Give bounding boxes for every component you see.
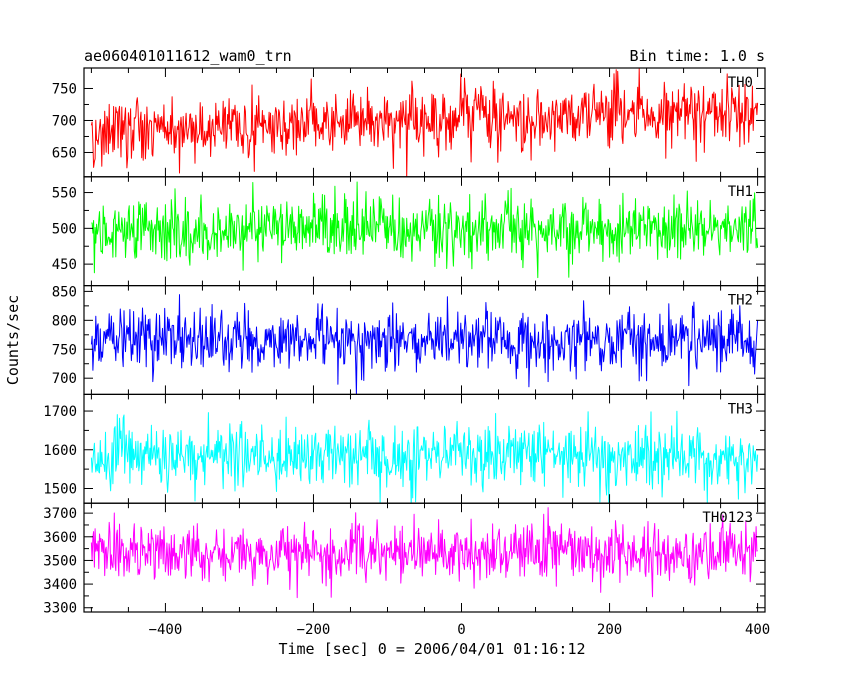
y-tick-label: 3700 [43,506,77,522]
y-tick-label: 650 [52,145,77,161]
series-line-th0 [90,68,759,177]
panel-th0: 650 700 750 TH0 [52,67,766,178]
y-tick-label: 3400 [43,577,77,593]
y-tick-label: 750 [52,81,77,97]
y-tick-label: 700 [52,371,77,387]
panel-th2: 700 750 800 850 TH2 [52,284,766,396]
panel-label-th2: TH2 [728,293,753,309]
y-tick-label: 750 [52,342,77,358]
x-tick-label: 400 [745,622,770,638]
y-tick-label: 550 [52,186,77,202]
y-tick-label: 3500 [43,553,77,569]
y-tick-label: 500 [52,221,77,237]
series-line-th1 [91,181,759,279]
y-tick-label: 850 [52,284,77,300]
x-tick-label: 0 [457,622,465,638]
y-tick-label: 450 [52,257,77,273]
x-tick-label: −200 [297,622,331,638]
series-line-th0123 [90,507,758,599]
y-tick-label: 800 [52,313,77,329]
panel-th0123: 3300 3400 3500 3600 3700 TH0123 [43,502,766,617]
panel-label-th3: TH3 [728,401,753,417]
series-line-th3 [90,410,759,504]
y-tick-label: 1700 [43,404,77,420]
chart-title: ae060401011612_wam0_trn [84,47,292,65]
panel-label-th0123: TH0123 [702,510,753,526]
series-line-th2 [90,294,759,395]
panel-label-th1: TH1 [728,184,753,200]
y-tick-label: 1500 [43,481,77,497]
y-tick-label: 3300 [43,601,77,617]
y-tick-label: 3600 [43,530,77,546]
bin-time-label: Bin time: 1.0 s [630,47,765,65]
x-axis: −400 −200 0 200 400 [149,622,771,638]
x-tick-label: −400 [149,622,183,638]
x-tick-label: 200 [597,622,622,638]
x-axis-title: Time [sec] 0 = 2006/04/01 01:16:12 [278,640,585,658]
panel-th1: 450 500 550 TH1 [52,176,766,287]
panels-group: 650 700 750 TH0 450 500 550 TH1 700 750 800 850 TH2 1… [43,67,766,617]
panel-th3: 1500 1600 1700 TH3 [43,393,766,504]
y-axis-title: Counts/sec [4,295,22,385]
y-tick-label: 1600 [43,443,77,459]
y-tick-label: 700 [52,113,77,129]
panel-label-th0: TH0 [728,75,753,91]
